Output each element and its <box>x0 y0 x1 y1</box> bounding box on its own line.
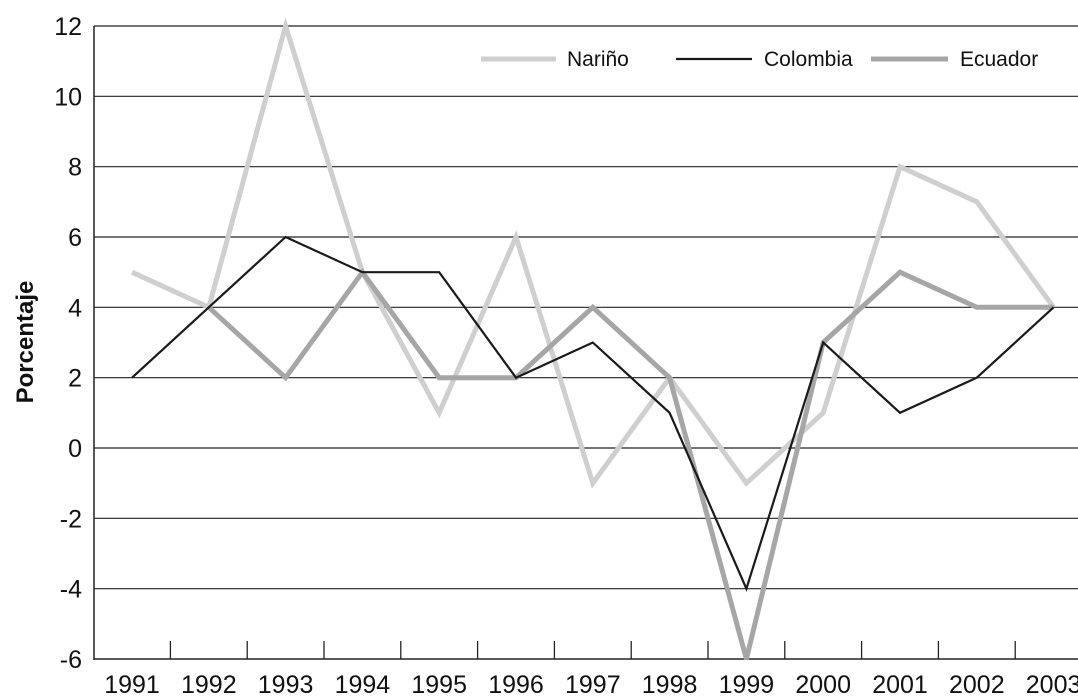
y-tick-label: -4 <box>60 576 82 604</box>
x-tick-label: 1996 <box>488 671 544 698</box>
legend-label: Ecuador <box>960 48 1038 71</box>
x-tick-label: 2002 <box>949 671 1005 698</box>
y-tick-label: -6 <box>60 646 82 674</box>
gridlines <box>94 25 1078 590</box>
legend-label: Nariño <box>567 48 629 71</box>
y-tick-labels: 12 10 8 6 4 2 0 -2 -4 -6 <box>54 13 82 674</box>
x-tick-label: 1995 <box>411 671 467 698</box>
x-tick-label: 2001 <box>872 671 928 698</box>
legend-item: Ecuador <box>871 48 1038 71</box>
y-tick-label: -2 <box>60 505 82 533</box>
series-line-ecuador <box>207 267 1054 660</box>
x-tick-label: 1994 <box>335 671 391 698</box>
axes <box>93 26 1078 660</box>
y-tick-label: 6 <box>68 224 82 252</box>
series-line-colombia <box>131 235 1055 592</box>
y-tick-label: 10 <box>54 83 82 111</box>
x-tick-label: 2003 <box>1026 671 1078 698</box>
y-tick-label: 12 <box>54 13 82 41</box>
x-tick-label: 1999 <box>719 671 775 698</box>
x-tick-label: 1991 <box>104 671 160 698</box>
y-tick-label: 4 <box>68 294 82 322</box>
y-tick-label: 2 <box>68 365 82 393</box>
x-tick-label: 1997 <box>565 671 621 698</box>
legend-label: Colombia <box>764 48 853 71</box>
y-tick-label: 0 <box>68 435 82 463</box>
legend: Nariño Colombia Ecuador <box>481 48 1038 71</box>
series-lines <box>130 17 1056 660</box>
x-tick-label: 1992 <box>181 671 237 698</box>
x-tick-label: 1998 <box>642 671 698 698</box>
series-line-nario <box>130 17 1056 489</box>
x-tick-label: 2000 <box>795 671 851 698</box>
y-axis-label: Porcentaje <box>12 281 39 404</box>
legend-item: Colombia <box>676 48 853 71</box>
x-tick-labels: 1991 1992 1993 1994 1995 1996 1997 1998 1999 2000… <box>104 671 1078 698</box>
legend-item: Nariño <box>481 48 629 71</box>
y-tick-label: 8 <box>68 154 82 182</box>
x-tick-label: 1993 <box>258 671 314 698</box>
